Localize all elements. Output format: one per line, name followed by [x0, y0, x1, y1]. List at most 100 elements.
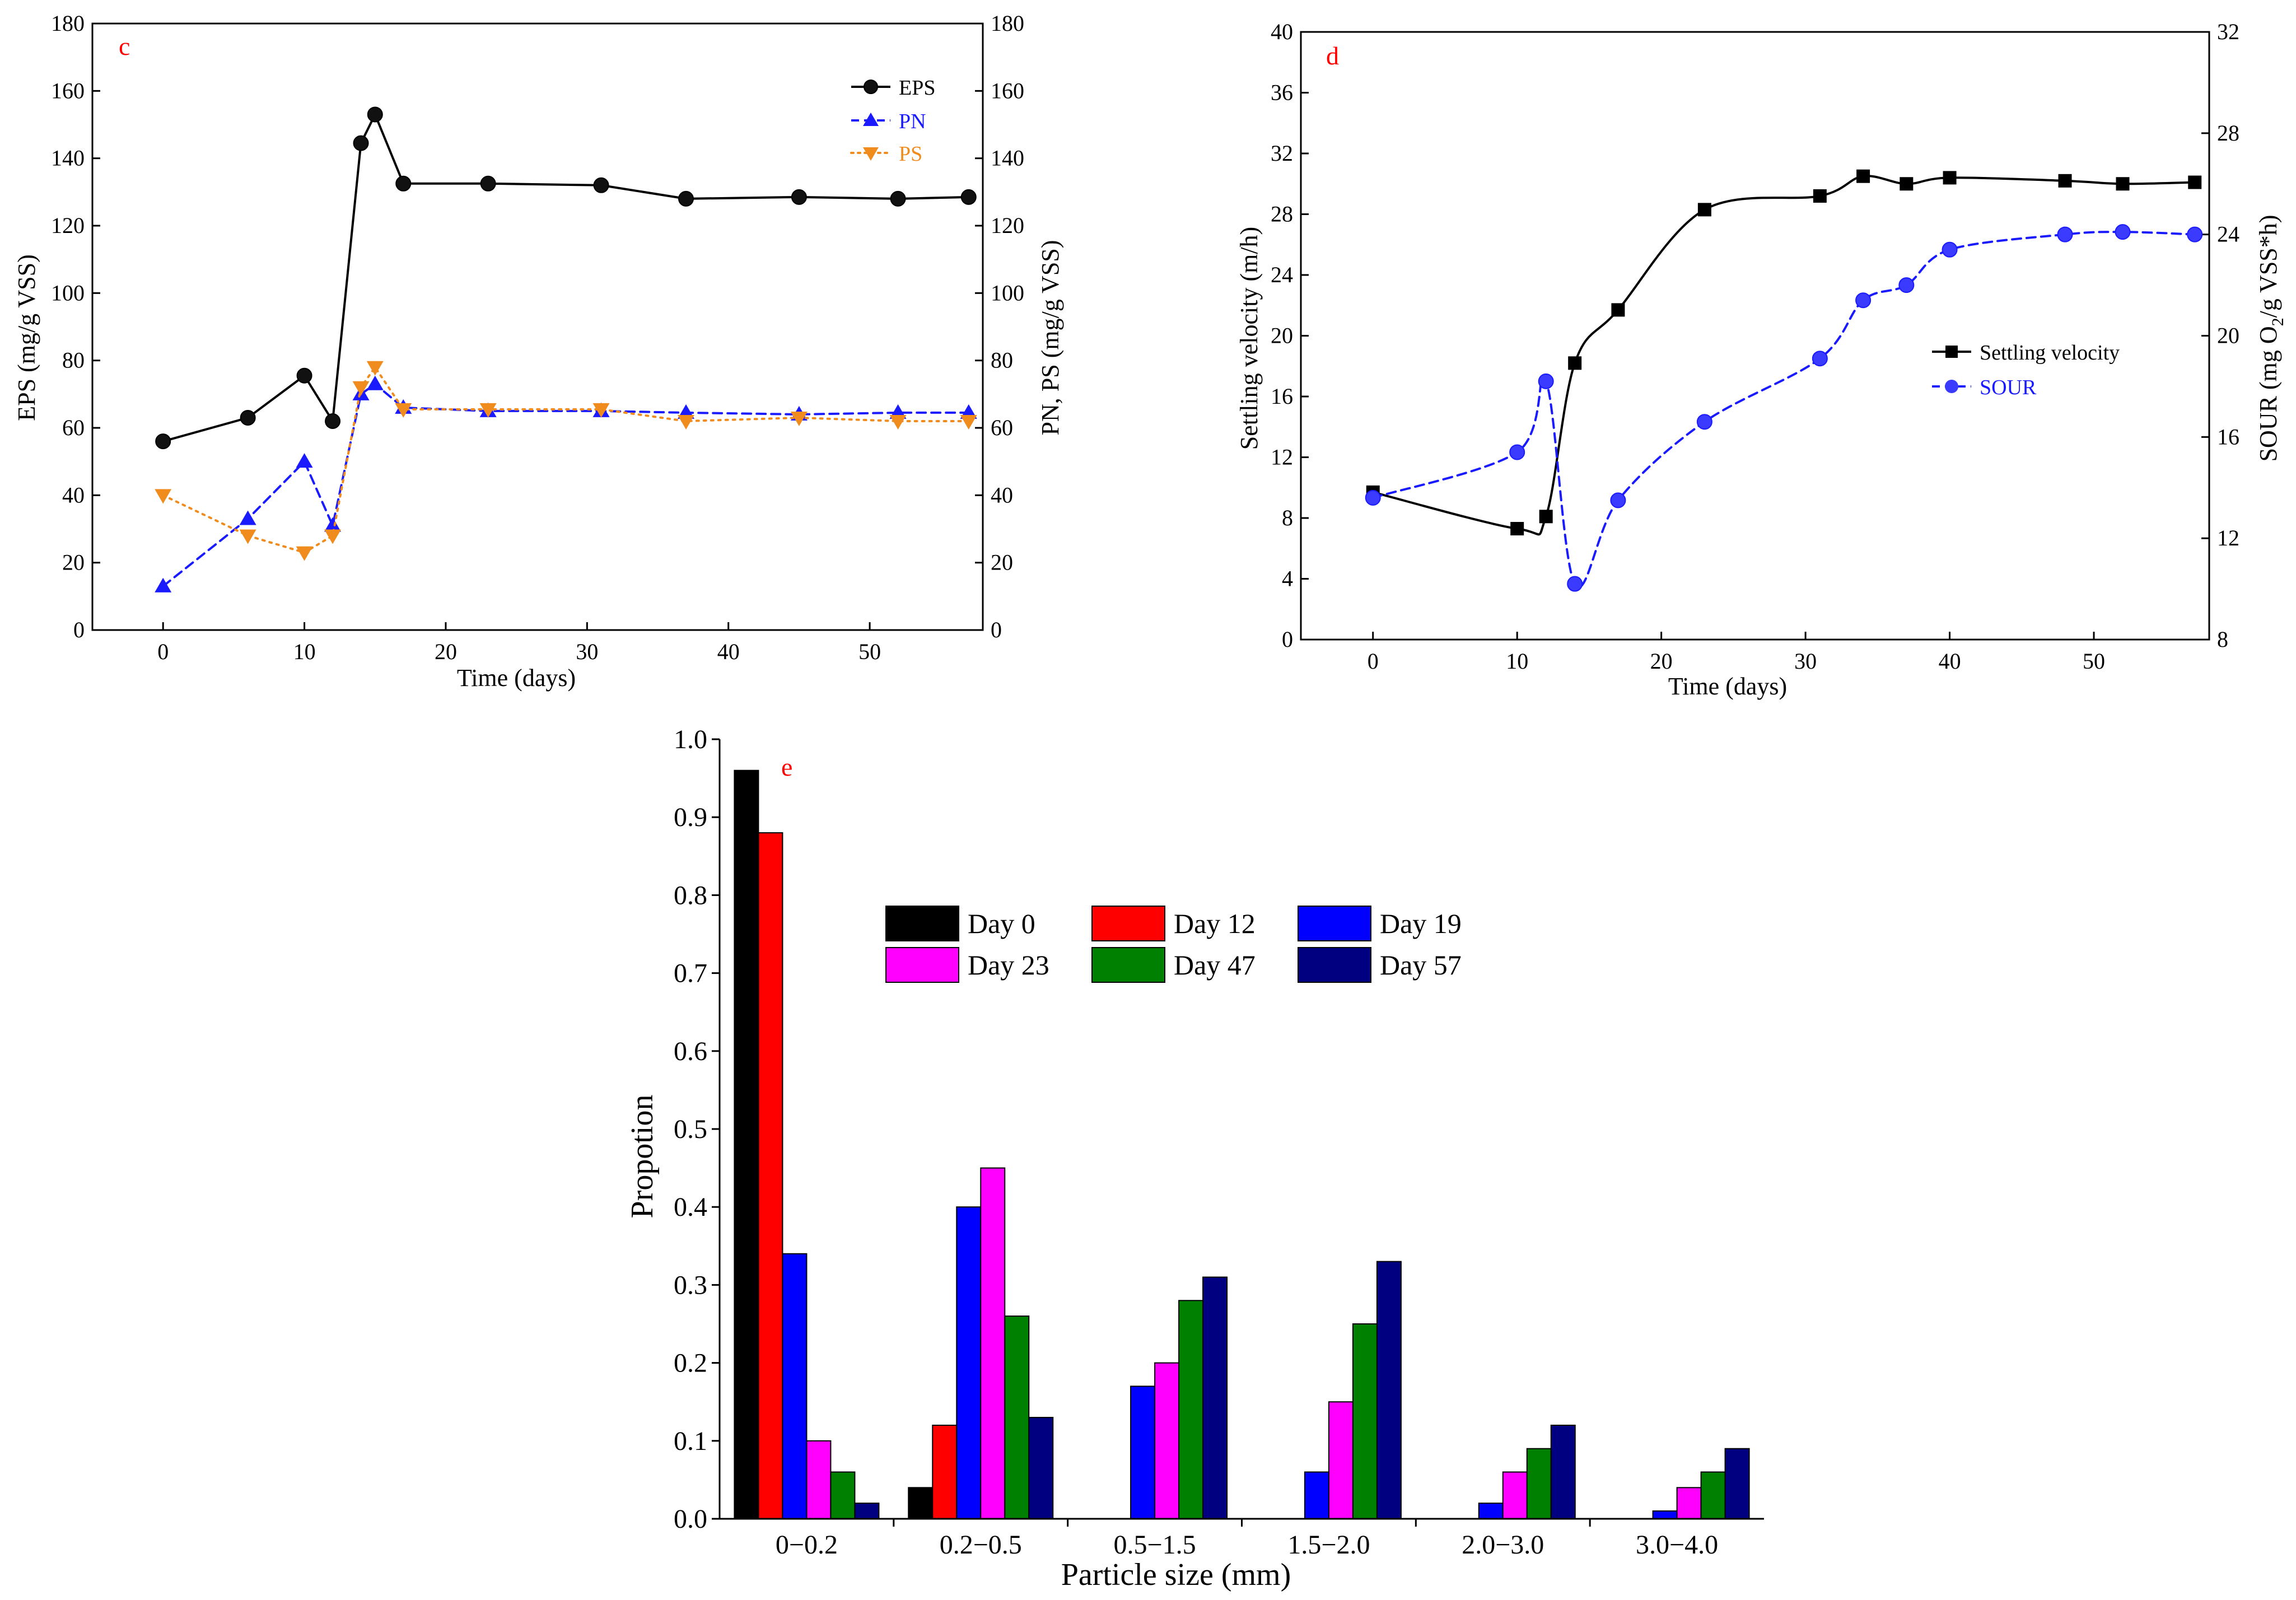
bar-day-12 — [758, 832, 783, 1519]
y-tick-label: 12 — [1271, 445, 1293, 470]
y2-tick-label: 20 — [991, 550, 1013, 575]
data-point-ps — [366, 361, 384, 376]
y-tick-label: 0.1 — [674, 1426, 707, 1456]
panel-c: c 0 10 20 30 40 50 0 20 40 60 80 100 120 140 160 180 0 20… — [13, 11, 1064, 692]
y2-tick-label: 40 — [991, 482, 1013, 507]
data-point-sour — [2057, 226, 2073, 242]
panel-c-y2-label: PN, PS (mg/g VSS) — [1037, 240, 1064, 436]
y-tick-label: 100 — [51, 280, 85, 305]
x-tick-label: 0.5−1.5 — [1114, 1530, 1196, 1560]
legend-pn-marker — [863, 113, 879, 126]
legend-eps-marker — [864, 80, 878, 94]
data-point-ps — [889, 414, 907, 430]
y-tick-label: 0 — [73, 617, 85, 642]
y-tick-label: 0.0 — [674, 1504, 707, 1534]
data-point-settling-velocity — [1539, 510, 1553, 524]
legend-settling-marker — [1945, 346, 1958, 358]
bar-day-19 — [956, 1206, 982, 1519]
panel-d-series — [1365, 169, 2203, 592]
data-point-eps — [480, 175, 496, 192]
data-point-ps — [239, 529, 256, 544]
bar-day-47 — [1352, 1323, 1378, 1519]
bar-day-19 — [1652, 1510, 1678, 1520]
bar-day-57 — [854, 1503, 880, 1519]
y-tick-label: 20 — [62, 550, 85, 575]
legend-sour-marker — [1945, 380, 1958, 393]
y2-tick-label: 24 — [2217, 222, 2239, 247]
data-point-sour — [1610, 492, 1626, 509]
data-point-settling-velocity — [1943, 171, 1957, 185]
y2-tick-label: 8 — [2217, 627, 2228, 652]
bar-day-23 — [1502, 1471, 1528, 1519]
data-point-pn — [239, 510, 256, 525]
x-tick-label: 20 — [435, 639, 457, 664]
bar-day-23 — [980, 1167, 1006, 1520]
panel-c-series — [155, 106, 977, 593]
data-point-sour — [1696, 414, 1712, 430]
data-point-eps — [791, 189, 807, 205]
data-point-eps — [325, 413, 341, 429]
y-tick-label: 0.3 — [674, 1270, 707, 1300]
data-point-sour — [1898, 277, 1915, 293]
data-point-ps — [960, 414, 977, 430]
bar-day-23 — [1154, 1362, 1180, 1520]
y2-tick-label: 180 — [991, 11, 1024, 36]
bar-day-0 — [908, 1487, 934, 1520]
data-point-eps — [240, 409, 256, 426]
series-line-pn — [162, 382, 970, 587]
legend-label-day-19: Day 19 — [1380, 908, 1462, 939]
bar-day-19 — [1304, 1471, 1329, 1519]
data-point-settling-velocity — [2116, 177, 2130, 191]
data-point-sour — [2187, 226, 2203, 242]
data-point-eps — [678, 190, 694, 207]
series-line-settling-velocity — [1371, 175, 2196, 536]
data-point-eps — [353, 135, 369, 151]
y-tick-label: 20 — [1271, 323, 1293, 348]
y-tick-label: 160 — [51, 78, 85, 103]
x-tick-label: 1.5−2.0 — [1287, 1530, 1370, 1560]
series-line-ps — [162, 365, 970, 554]
data-point-eps — [296, 367, 312, 384]
panel-d-letter: d — [1326, 41, 1339, 70]
y-tick-label: 24 — [1271, 262, 1293, 287]
legend-sour-label: SOUR — [1980, 376, 2037, 399]
legend-swatch-day-12 — [1091, 906, 1165, 941]
panel-c-y-label: EPS (mg/g VSS) — [13, 254, 40, 421]
data-point-eps — [367, 106, 383, 123]
data-point-settling-velocity — [1611, 303, 1625, 317]
legend-swatch-day-57 — [1298, 947, 1371, 983]
bar-day-47 — [1700, 1471, 1726, 1519]
x-tick-label: 0−0.2 — [776, 1530, 838, 1560]
data-point-sour — [1365, 489, 1381, 506]
legend-label-day-47: Day 47 — [1174, 949, 1256, 981]
legend-swatch-day-0 — [885, 906, 959, 941]
y-tick-label: 180 — [51, 11, 85, 36]
panel-e-y-label: Propotion — [625, 1095, 660, 1219]
panel-d-legend: Settling velocity SOUR — [1932, 341, 2120, 399]
bar-day-47 — [1178, 1300, 1204, 1519]
bar-day-12 — [932, 1424, 958, 1519]
y-tick-label: 0.4 — [674, 1192, 707, 1222]
data-point-sour — [1942, 241, 1958, 258]
y-tick-label: 28 — [1271, 202, 1293, 227]
data-point-ps — [324, 529, 342, 544]
legend-label-day-12: Day 12 — [1174, 908, 1256, 939]
legend-label-day-23: Day 23 — [968, 949, 1049, 981]
data-point-eps — [395, 175, 412, 192]
y-tick-label: 32 — [1271, 141, 1293, 166]
bar-day-19 — [1130, 1386, 1156, 1520]
x-tick-label: 30 — [1794, 649, 1817, 674]
panel-e-legend: Day 0 Day 12 Day 19 Day 23 Day 47 Day 57 — [885, 906, 1462, 983]
legend-eps-label: EPS — [899, 76, 935, 100]
data-point-ps — [678, 414, 694, 430]
data-point-sour — [1567, 576, 1583, 592]
bar-day-19 — [1478, 1503, 1504, 1519]
panel-e-axes: 0−0.2 0.2−0.5 0.5−1.5 1.5−2.0 2.0−3.0 3.0−4.0… — [674, 725, 1764, 1560]
data-point-pn — [296, 453, 313, 468]
data-point-pn — [324, 517, 342, 532]
data-point-pn — [155, 577, 172, 593]
y2-tick-label: 0 — [991, 617, 1002, 642]
data-point-ps — [395, 403, 412, 418]
data-point-eps — [890, 190, 906, 207]
